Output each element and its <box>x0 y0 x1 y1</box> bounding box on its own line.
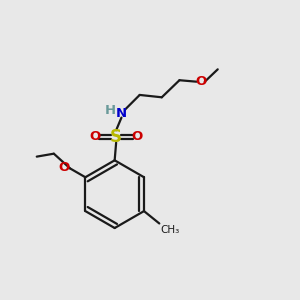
Text: CH₃: CH₃ <box>160 225 180 235</box>
Text: O: O <box>89 130 100 143</box>
Text: H: H <box>105 104 116 117</box>
Text: O: O <box>132 130 143 143</box>
Text: O: O <box>195 75 206 88</box>
Text: N: N <box>116 107 127 120</box>
Text: S: S <box>110 128 122 146</box>
Text: O: O <box>58 161 69 174</box>
